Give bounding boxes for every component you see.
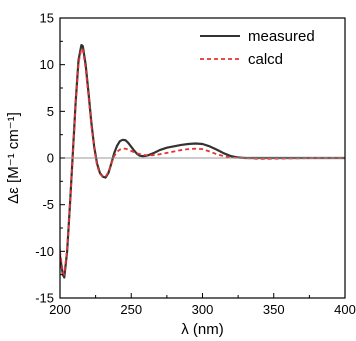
y-axis-title: Δε [M⁻¹ cm⁻¹] [5, 112, 22, 204]
y-tick-label: 15 [40, 11, 54, 26]
y-tick-label: 0 [47, 151, 54, 166]
y-tick-label: -10 [35, 244, 54, 259]
x-axis-title: λ (nm) [181, 321, 224, 338]
y-tick-label: -5 [42, 197, 54, 212]
x-tick-label: 200 [49, 302, 71, 317]
legend-label-measured: measured [248, 28, 315, 45]
series-line-calcd [60, 47, 345, 276]
legend-label-calcd: calcd [248, 51, 283, 68]
y-tick-label: 10 [40, 57, 54, 72]
legend: measured calcd [200, 28, 315, 68]
y-tick-label: -15 [35, 291, 54, 306]
x-tick-label: 250 [120, 302, 142, 317]
series-line-measured [60, 43, 345, 279]
series-layer [60, 43, 345, 279]
x-tick-label: 400 [334, 302, 356, 317]
x-tick-label: 350 [263, 302, 285, 317]
x-tick-label: 300 [192, 302, 214, 317]
y-tick-label: 5 [47, 104, 54, 119]
axis-ticks: 200 250 300 350 400 -15 -10 -5 0 5 10 15 [35, 11, 356, 318]
